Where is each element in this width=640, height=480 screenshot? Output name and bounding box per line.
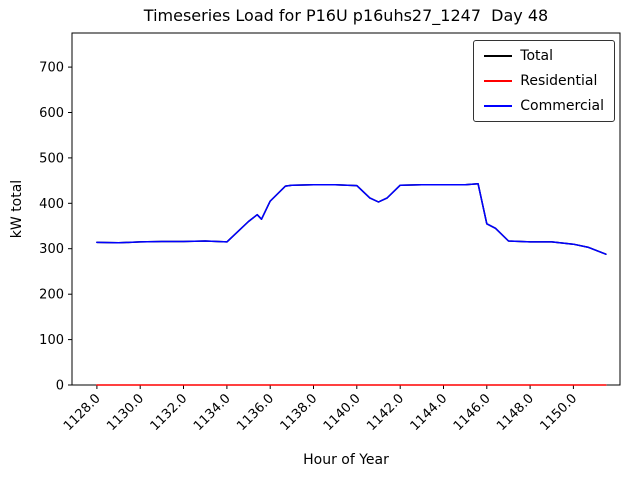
y-tick-label: 600 xyxy=(39,106,64,121)
chart-title: Timeseries Load for P16U p16uhs27_1247 D… xyxy=(143,6,549,25)
x-tick-label: 1146.0 xyxy=(451,391,494,434)
legend-line-commercial xyxy=(484,105,513,107)
y-tick-label: 400 xyxy=(39,197,64,212)
x-tick-label: 1136.0 xyxy=(234,391,277,434)
y-axis-label: kW total xyxy=(9,179,25,239)
x-tick-label: 1134.0 xyxy=(191,391,234,434)
x-tick-label: 1142.0 xyxy=(364,391,407,434)
y-tick-label: 200 xyxy=(39,288,64,303)
series-line-commercial xyxy=(96,183,607,255)
y-tick-label: 700 xyxy=(39,61,64,76)
y-tick-label: 300 xyxy=(39,242,64,257)
legend-label-commercial: Commercial xyxy=(520,98,604,114)
legend: Total Residential Commercial xyxy=(473,40,615,122)
x-tick-label: 1150.0 xyxy=(537,391,580,434)
x-tick-label: 1130.0 xyxy=(104,391,147,434)
x-tick-label: 1132.0 xyxy=(148,391,191,434)
legend-item-total: Total xyxy=(484,48,604,64)
x-tick-label: 1148.0 xyxy=(494,391,537,434)
legend-label-total: Total xyxy=(520,48,553,64)
y-tick-label: 500 xyxy=(39,151,64,166)
legend-label-residential: Residential xyxy=(520,73,598,89)
x-tick-label: 1144.0 xyxy=(408,391,451,434)
x-tick-label: 1138.0 xyxy=(278,391,321,434)
series-line-total xyxy=(96,183,607,255)
x-tick-label: 1140.0 xyxy=(321,391,364,434)
x-tick-label: 1128.0 xyxy=(61,391,104,434)
x-axis-label: Hour of Year xyxy=(303,452,389,468)
y-tick-label: 100 xyxy=(39,333,64,348)
legend-line-total xyxy=(484,55,513,57)
legend-line-residential xyxy=(484,80,513,82)
legend-item-commercial: Commercial xyxy=(484,98,604,114)
y-tick-label: 0 xyxy=(56,379,64,394)
legend-item-residential: Residential xyxy=(484,73,604,89)
